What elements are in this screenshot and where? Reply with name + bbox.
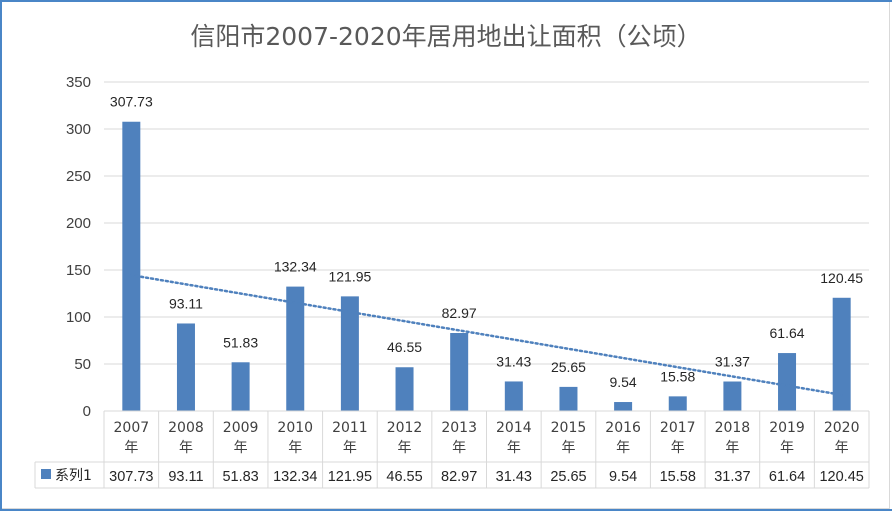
table-value: 120.45 (819, 469, 863, 485)
data-label: 132.34 (274, 259, 317, 275)
trendline (130, 273, 843, 397)
bar (450, 333, 469, 411)
category-label: 2015 (551, 420, 587, 436)
bar (286, 286, 305, 411)
category-label: 2010 (277, 420, 313, 436)
category-label-suffix: 年 (124, 440, 138, 456)
category-label-suffix: 年 (179, 440, 193, 456)
bar (176, 323, 195, 411)
category-label-suffix: 年 (343, 440, 357, 456)
data-label: 15.58 (660, 368, 695, 384)
category-label-suffix: 年 (671, 440, 685, 456)
category-label-suffix: 年 (780, 440, 794, 456)
category-label: 2008 (168, 420, 204, 436)
table-value: 82.97 (441, 469, 477, 485)
bar (340, 296, 359, 411)
y-tick-label: 50 (74, 356, 91, 373)
y-tick-label: 300 (66, 121, 91, 138)
data-label: 25.65 (551, 359, 586, 375)
category-label: 2018 (715, 420, 751, 436)
bar (723, 381, 742, 411)
category-label: 2012 (387, 420, 423, 436)
category-label: 2014 (496, 420, 532, 436)
category-label: 2017 (660, 420, 696, 436)
data-label: 307.73 (110, 94, 153, 110)
data-table: 2007 年 307.73 2008 年 93.11 2009 年 51.83 2010 年 132.… (34, 410, 870, 489)
table-value: 51.83 (222, 469, 258, 485)
table-value: 121.95 (328, 469, 372, 485)
table-value: 307.73 (109, 469, 153, 485)
bar (668, 396, 687, 411)
category-label: 2007 (114, 420, 150, 436)
y-tick-label: 350 (66, 74, 91, 91)
y-tick-label: 150 (66, 262, 91, 279)
bar (778, 353, 797, 411)
category-label-suffix: 年 (725, 440, 739, 456)
category-label-suffix: 年 (452, 440, 466, 456)
frame-border-top (0, 0, 892, 2)
table-value: 132.34 (273, 469, 317, 485)
bar (614, 402, 633, 411)
category-label-suffix: 年 (616, 440, 630, 456)
data-label: 31.37 (715, 354, 750, 370)
data-label: 46.55 (387, 339, 422, 355)
legend-label: 系列1 (55, 468, 92, 484)
y-tick-label: 0 (83, 403, 91, 420)
table-value: 15.58 (660, 469, 696, 485)
category-label: 2011 (332, 420, 368, 436)
bar (122, 121, 141, 412)
category-label: 2020 (824, 420, 860, 436)
table-value: 93.11 (168, 469, 203, 485)
category-label: 2013 (441, 420, 477, 436)
bar (231, 362, 250, 411)
data-label: 82.97 (442, 305, 477, 321)
table-value: 61.64 (769, 469, 805, 485)
frame-border-left (0, 0, 2, 511)
y-axis: 0 50 100 150 200 250 300 350 (66, 74, 91, 420)
table-value: 31.37 (714, 469, 750, 485)
y-tick-label: 100 (66, 309, 91, 326)
data-label: 120.45 (820, 270, 863, 286)
y-tick-label: 200 (66, 215, 91, 232)
data-label: 93.11 (169, 295, 203, 311)
bar (395, 367, 414, 411)
frame-border-bottom (0, 509, 892, 511)
trendline-path (130, 273, 843, 397)
table-value: 46.55 (386, 469, 422, 485)
gridlines (104, 81, 869, 412)
data-label: 31.43 (496, 353, 531, 369)
category-label-suffix: 年 (398, 440, 412, 456)
category-label: 2019 (769, 420, 805, 436)
data-label: 61.64 (770, 325, 805, 341)
category-label-suffix: 年 (234, 440, 248, 456)
bar (832, 297, 851, 411)
table-value: 25.65 (550, 469, 586, 485)
category-label-suffix: 年 (561, 440, 575, 456)
y-tick-label: 250 (66, 168, 91, 185)
chart-title: 信阳市2007-2020年居用地出让面积（公顷） (190, 22, 702, 51)
legend-swatch (41, 469, 51, 479)
category-label: 2016 (605, 420, 641, 436)
bar-series (122, 121, 851, 412)
category-label: 2009 (223, 420, 259, 436)
category-label-suffix: 年 (835, 440, 849, 456)
table-value: 31.43 (496, 469, 532, 485)
bar (559, 386, 578, 411)
bar (504, 381, 523, 411)
data-labels: 307.73 93.11 51.83 132.34 121.95 46.55 82.97 31… (110, 94, 863, 390)
data-label: 51.83 (223, 334, 258, 350)
data-label: 121.95 (328, 268, 371, 284)
data-label: 9.54 (609, 374, 636, 390)
category-label-suffix: 年 (507, 440, 521, 456)
table-value: 9.54 (609, 469, 637, 485)
category-label-suffix: 年 (288, 440, 302, 456)
